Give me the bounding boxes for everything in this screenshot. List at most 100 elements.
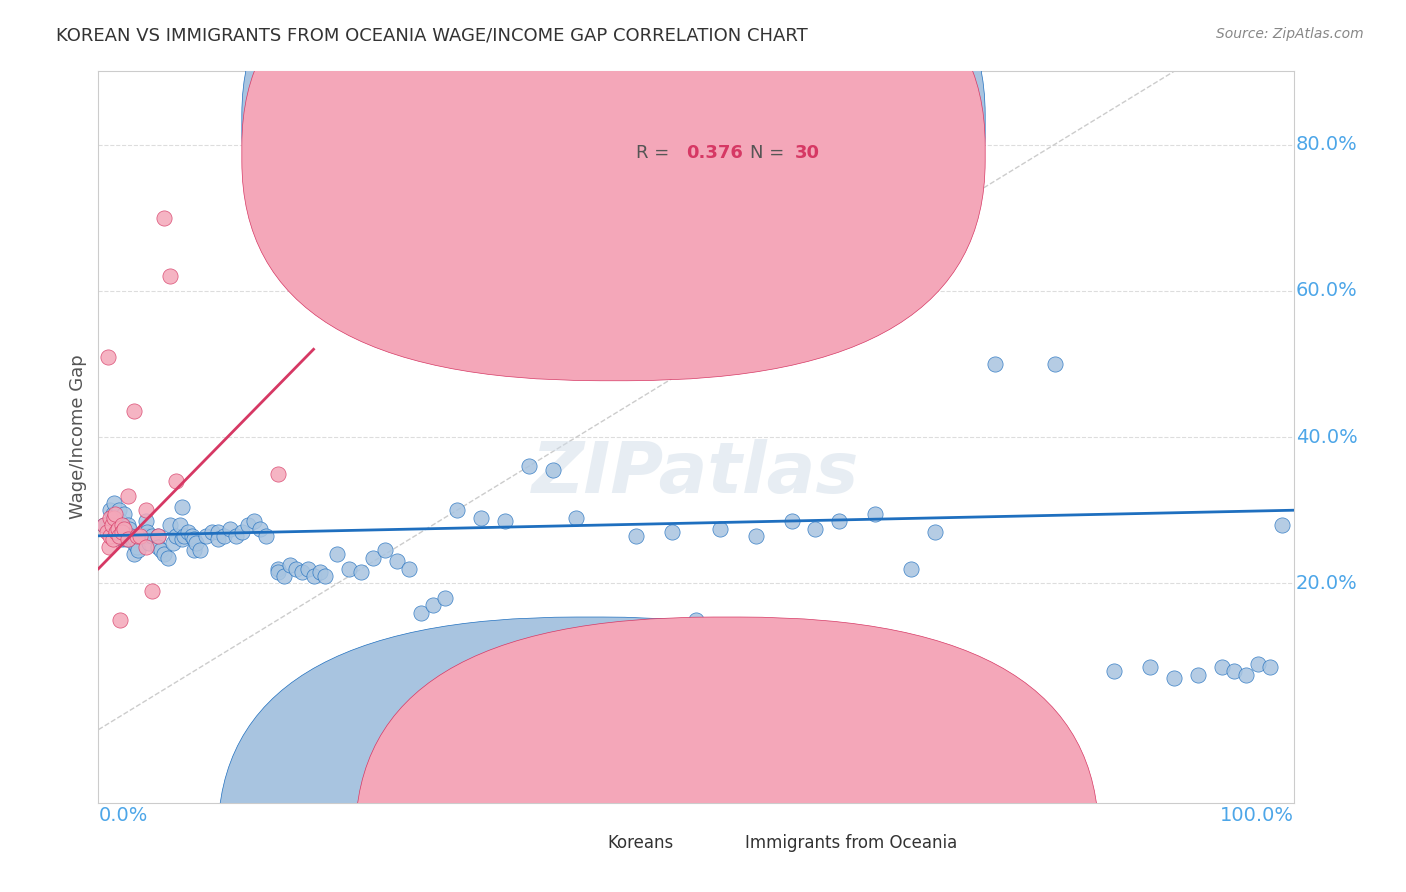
Point [385,554,409,568]
Point [1163,672,1185,686]
Point [98,510,122,524]
Point [100,517,122,532]
Point [1211,660,1233,674]
Point [1102,664,1125,678]
Point [124,404,146,418]
Point [114,525,136,540]
Text: N =: N = [749,145,790,162]
Point [1246,657,1268,671]
Point [156,550,179,565]
Point [194,529,217,543]
Point [112,507,135,521]
Point [135,529,157,543]
Point [433,591,456,605]
Point [315,569,337,583]
Point [374,543,396,558]
Point [148,529,170,543]
Point [98,503,122,517]
Point [267,562,290,576]
Point [1187,667,1209,681]
Point [745,529,768,543]
FancyBboxPatch shape [582,97,965,191]
Point [267,467,290,481]
Point [565,510,588,524]
Point [863,507,886,521]
Point [297,562,319,576]
Point [98,525,122,540]
Point [117,489,139,503]
Text: 80.0%: 80.0% [1296,135,1358,154]
Point [111,525,134,540]
Text: R =: R = [636,145,675,162]
Point [278,558,301,573]
Point [207,525,229,540]
Point [93,517,115,532]
Point [422,599,444,613]
Point [1271,517,1294,532]
Point [97,350,120,364]
Point [411,606,433,620]
Text: 30: 30 [796,145,820,162]
Point [709,521,731,535]
Text: 0.376: 0.376 [686,145,744,162]
Point [165,529,187,543]
Point [121,533,143,547]
Text: KOREAN VS IMMIGRANTS FROM OCEANIA WAGE/INCOME GAP CORRELATION CHART: KOREAN VS IMMIGRANTS FROM OCEANIA WAGE/I… [56,27,808,45]
Point [236,517,259,532]
Point [624,529,647,543]
Point [804,521,827,535]
Point [231,525,253,540]
Text: Immigrants from Oceania: Immigrants from Oceania [745,834,957,852]
Point [254,529,277,543]
Point [124,547,146,561]
Point [494,514,516,528]
Point [125,529,148,543]
Point [685,613,707,627]
Point [141,529,163,543]
Text: 60.0%: 60.0% [1296,281,1358,301]
Point [326,547,349,561]
Point [173,529,195,543]
Point [1234,667,1257,681]
Point [111,517,134,532]
Point [159,269,181,284]
Point [780,514,803,528]
Text: 0.0%: 0.0% [98,806,148,825]
Point [105,514,128,528]
Point [138,536,160,550]
Point [107,521,129,535]
Point [207,533,229,547]
Point [169,517,191,532]
Point [284,562,307,576]
Text: 100.0%: 100.0% [1219,806,1294,825]
Point [107,529,129,543]
Point [135,514,157,528]
Point [120,529,142,543]
Point [108,514,131,528]
Point [589,635,612,649]
Point [111,517,134,532]
Point [219,521,242,535]
Point [212,529,235,543]
Point [117,533,139,547]
FancyBboxPatch shape [242,0,986,350]
Point [148,529,170,543]
FancyBboxPatch shape [356,617,1098,892]
Point [177,525,200,540]
Point [125,540,148,554]
Point [135,503,157,517]
Point [98,529,122,543]
Point [93,517,115,532]
Text: N =: N = [749,113,790,131]
Point [661,525,683,540]
Point [148,540,170,554]
Point [101,533,124,547]
Point [107,529,129,543]
Point [290,566,312,580]
Point [153,547,176,561]
Point [153,211,176,225]
Point [188,543,211,558]
Point [105,525,128,540]
Point [165,474,187,488]
Point [141,583,163,598]
